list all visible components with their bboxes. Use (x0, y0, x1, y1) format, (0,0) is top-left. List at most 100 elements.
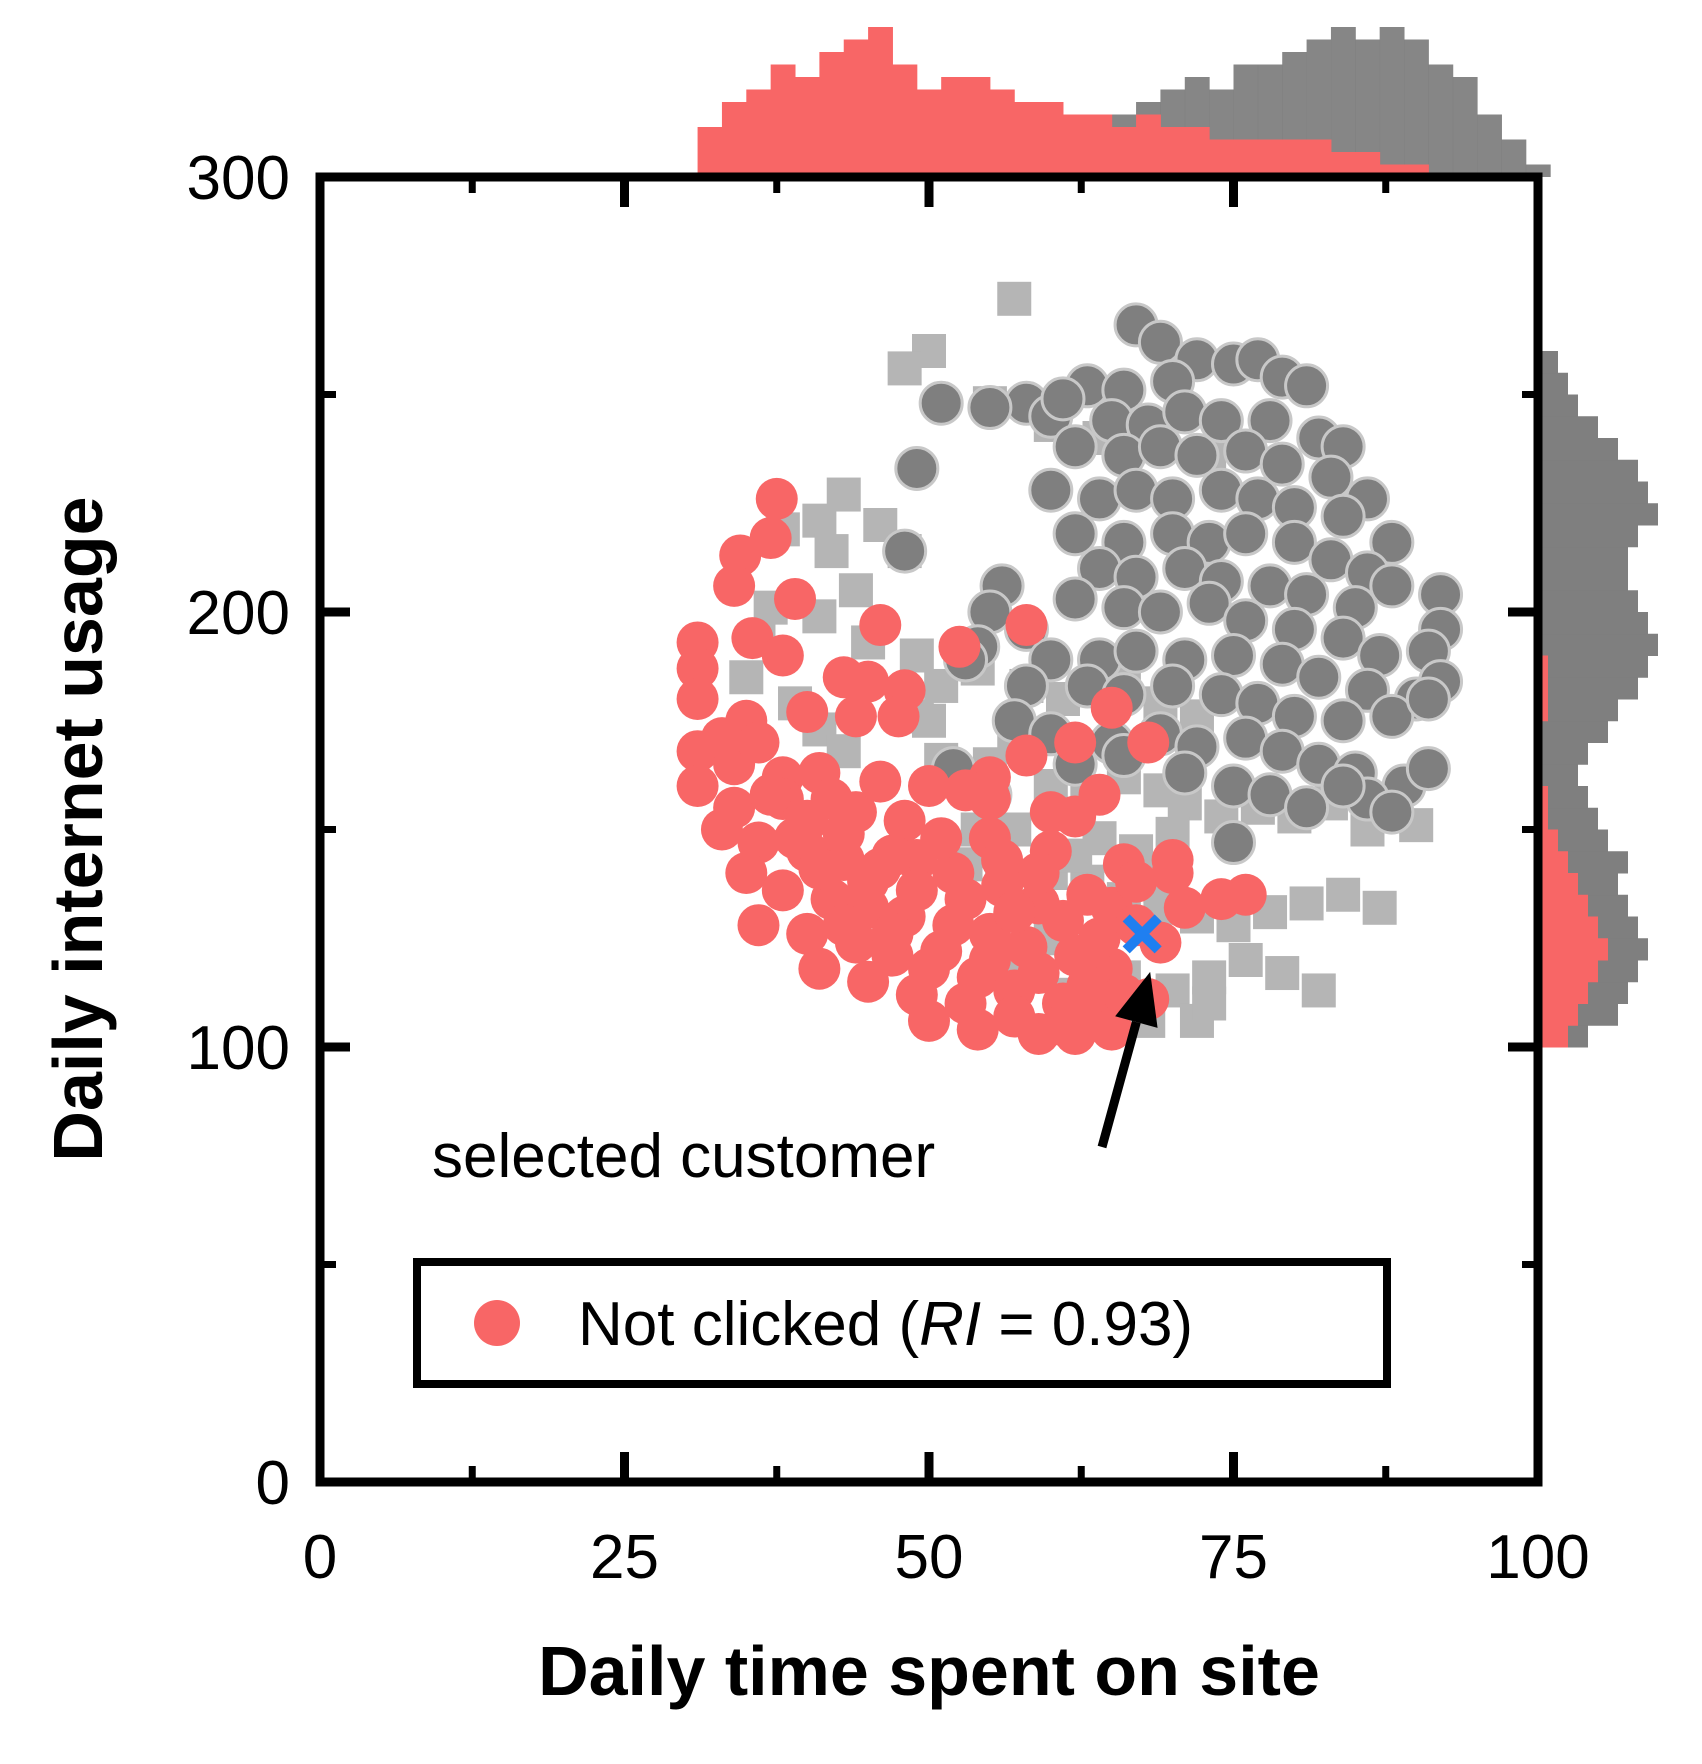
top-hist-bar-red (1306, 139, 1332, 177)
right-hist-bar-gray (1538, 372, 1568, 395)
scatter-points (676, 281, 1464, 1055)
top-hist-bar-red (1038, 102, 1064, 177)
scatter-point-square (1289, 886, 1324, 921)
scatter-point-not-clicked (822, 812, 865, 855)
scatter-point-not-clicked (1017, 952, 1060, 995)
x-tick-label: 25 (590, 1523, 659, 1592)
right-hist-bar-gray (1538, 633, 1658, 656)
top-hist-bar-gray (1428, 64, 1454, 177)
right-hist-bar-red (1538, 960, 1598, 983)
scatter-point-clicked (894, 445, 940, 491)
scatter-point-not-clicked (847, 860, 890, 903)
right-hist-bar-red (1538, 851, 1568, 874)
top-hist-bar-red (697, 127, 723, 177)
scatter-point-square (997, 281, 1032, 316)
top-hist-bar-red (989, 89, 1015, 177)
top-hist-bar-red (1282, 139, 1308, 177)
scatter-point-not-clicked (761, 634, 804, 677)
right-marginal-histogram (1538, 351, 1658, 1048)
scatter-point-not-clicked (895, 869, 938, 912)
top-hist-bar-red (1136, 114, 1161, 177)
scatter-point-not-clicked (1066, 873, 1109, 916)
tick-labels: 0 25 50 75 100 0 100 200 300 (187, 144, 1590, 1592)
right-hist-bar-red (1538, 829, 1558, 852)
scatter-point-not-clicked (822, 904, 865, 947)
x-tick-label: 50 (895, 1523, 964, 1592)
right-hist-bar-gray (1538, 568, 1628, 591)
plot-frame (315, 172, 1543, 1487)
scatter-point-not-clicked (676, 765, 719, 807)
right-hist-bar-gray (1538, 720, 1608, 743)
scatter-point-clicked (1271, 519, 1317, 565)
right-hist-bar-red (1538, 807, 1548, 830)
y-tick-label: 0 (256, 1449, 290, 1518)
selected-x-stroke-b (1122, 914, 1162, 954)
top-hist-bar-red (770, 64, 796, 177)
scatter-point-not-clicked (1090, 686, 1133, 729)
scatter-point-not-clicked (713, 564, 756, 607)
top-hist-bar-gray (1452, 77, 1478, 177)
legend-label-not-clicked: Not clicked (RI = 0.93) (578, 1290, 1193, 1359)
right-hist-bar-gray (1538, 503, 1658, 526)
scatter-point-clicked (1162, 750, 1208, 796)
top-hist-bar-gray (1477, 114, 1502, 177)
legend-box (413, 1258, 1391, 1388)
scatter-point-not-clicked (749, 773, 792, 816)
scatter-point-not-clicked (834, 695, 877, 738)
y-tick-label: 200 (187, 579, 290, 648)
right-hist-bar-red (1538, 1025, 1568, 1048)
scatter-point-not-clicked (700, 808, 743, 851)
top-hist-bar-red (1257, 139, 1283, 177)
right-hist-bar-gray (1538, 525, 1638, 548)
right-hist-bar-gray (1538, 590, 1638, 613)
scatter-point-not-clicked (798, 947, 841, 990)
right-hist-bar-gray (1538, 394, 1578, 417)
scatter-point-clicked (1186, 580, 1232, 626)
legend: Not clicked (RI = 0.93) (413, 1258, 1391, 1388)
right-hist-bar-gray (1538, 459, 1638, 482)
top-hist-bar-red (916, 89, 942, 177)
annotation-arrow-line (1097, 1020, 1141, 1149)
scatter-point-square (1228, 943, 1263, 977)
scatter-point-not-clicked (944, 878, 987, 921)
scatter-point-not-clicked (908, 999, 950, 1042)
scatter-point-not-clicked (908, 765, 950, 807)
scatter-point-clicked (1320, 493, 1366, 539)
scatter-point-not-clicked (676, 678, 719, 720)
scatter-point-not-clicked (993, 891, 1036, 934)
scatter-point-clicked (1198, 398, 1244, 444)
right-hist-bar-gray (1538, 546, 1628, 569)
scatter-point-not-clicked (920, 930, 963, 973)
legend-marker-not-clicked (474, 1300, 520, 1346)
top-hist-bar-red (1233, 139, 1259, 177)
scatter-point-clicked (1405, 746, 1451, 792)
x-axis-title: Daily time spent on site (538, 1632, 1320, 1710)
scatter-point-clicked (1052, 424, 1098, 470)
right-hist-bar-gray (1538, 416, 1598, 439)
scatter-point-clicked (1296, 654, 1342, 700)
scatter-point-clicked (882, 528, 928, 574)
right-hist-bar-gray (1538, 612, 1648, 635)
scatter-point-clicked (1211, 820, 1256, 866)
top-hist-bar-red (1160, 127, 1186, 177)
scatter-point-not-clicked (968, 778, 1011, 821)
right-hist-bar-red (1538, 938, 1608, 961)
scatter-point-square (1301, 973, 1336, 1008)
annotation-text: selected customer (432, 1122, 935, 1191)
scatter-point-not-clicked (859, 760, 902, 803)
top-hist-bar-red (892, 64, 918, 177)
scatter-point-not-clicked (847, 660, 890, 703)
scatter-point-clicked (1028, 467, 1074, 513)
y-tick-label: 100 (187, 1014, 290, 1083)
right-hist-bar-red (1538, 655, 1548, 678)
scatter-point-not-clicked (883, 799, 926, 842)
scatter-point-clicked (1174, 432, 1220, 478)
top-hist-bar-red (795, 77, 820, 177)
scatter-point-square (729, 660, 764, 695)
scatter-point-clicked (1284, 785, 1330, 831)
scatter-point-not-clicked (1054, 1012, 1097, 1055)
scatter-point-not-clicked (1017, 1012, 1060, 1055)
scatter-point-not-clicked (1005, 734, 1048, 777)
scatter-point-clicked (1113, 628, 1159, 674)
